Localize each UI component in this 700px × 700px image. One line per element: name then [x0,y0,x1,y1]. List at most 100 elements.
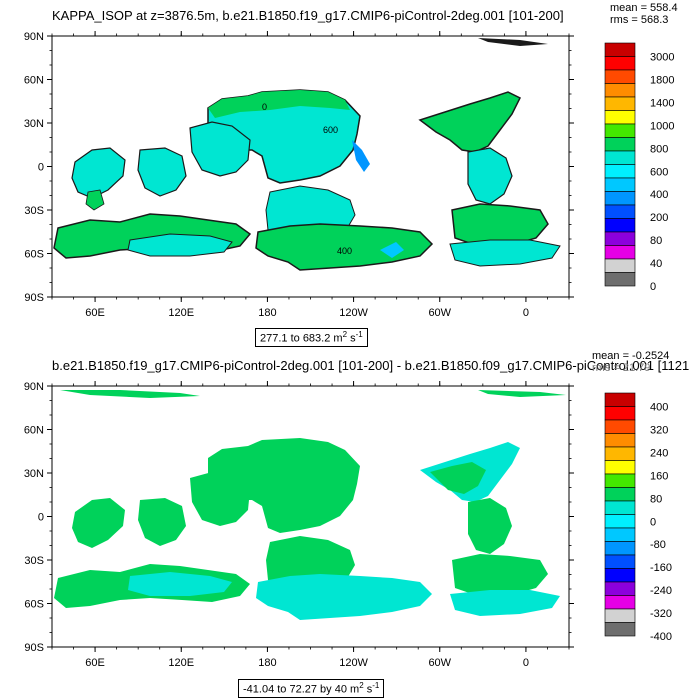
bay-of-bengal [137,147,187,197]
south-atlantic-diff [452,554,548,596]
pacific-north-green [208,90,350,118]
lat-label: 0 [38,162,44,174]
colorbar-swatch [604,608,636,623]
lat-label: 0 [38,512,44,524]
lat-label: 60S [24,249,44,261]
lon-label: 120E [168,307,194,319]
north-pacific-diff [208,438,360,533]
colorbar-label: 240 [650,447,668,459]
range-text: -41.04 to 72.27 by 40 m [243,683,360,696]
lat-label: 90N [24,381,44,393]
colorbar-label: 1000 [650,120,674,132]
range-sup: 2 [359,681,364,690]
colorbar-label: -80 [650,539,666,551]
panel1-stats: mean = 558.4 rms = 568.3 [610,2,678,26]
colorbar-swatch [604,69,636,84]
sulu-sea [85,189,105,211]
colorbar-label: -240 [650,585,672,597]
indian-north-diff [72,498,125,548]
colorbar-label: 3000 [650,52,674,64]
colorbar-swatch [604,568,636,583]
colorbar-swatch [604,406,636,421]
southern-ocean-diff [256,574,432,620]
panel1-rms: rms = 568.3 [610,14,669,26]
colorbar-label: 320 [650,424,668,436]
blue-edge-south [380,242,404,258]
colorbar-swatch [604,191,636,206]
colorbar-swatch [604,392,636,407]
colorbar-label: 40 [650,258,662,270]
lat-label: 30N [24,468,44,480]
southern-ocean-pacific [255,223,434,271]
colorbar-swatch [604,204,636,219]
lon-label: 180 [258,307,276,319]
difference-field-2 [54,390,566,620]
panel1-title: KAPPA_ISOP at z=3876.5m, b.e21.B1850.f19… [52,8,564,23]
indian-ocean-north [71,147,126,199]
colorbar-swatch [604,514,636,529]
lon-label: 0 [523,657,529,669]
range-sup: 2 [342,330,348,339]
southern-ocean-atlantic [449,239,561,267]
wpac-region [189,121,251,177]
colorbar-label: 400 [650,402,668,414]
colorbar-swatch [604,446,636,461]
lat-label: 90S [24,642,44,654]
panel2-rms: rms = 21.79 [592,362,651,374]
bay-diff [138,498,186,546]
lon-label: 120E [168,657,194,669]
panel2-title: b.e21.B1850.f19_g17.CMIP6-piControl-2deg… [52,358,690,373]
colorbar-swatch [604,433,636,448]
lon-label: 0 [523,307,529,319]
panel1-mean: mean = 558.4 [610,2,678,14]
colorbar-label: 1800 [650,74,674,86]
colorbar-swatch [604,554,636,569]
ocean-field-1 [53,38,561,271]
colorbar-swatch [604,231,636,246]
lat-label: 60N [24,75,44,87]
lon-label: 60W [428,307,451,319]
colorbar-swatch [604,245,636,260]
colorbar-label: 400 [650,189,668,201]
range-text: 277.1 to 683.2 m [260,332,343,345]
arctic-sliver [478,38,548,46]
lat-label: 60S [24,599,44,611]
southern-ocean-atlantic-diff [450,590,560,616]
lat-label: 90S [24,292,44,304]
lon-label: 60E [85,657,105,669]
colorbar-swatch [604,487,636,502]
colorbar-swatch [604,595,636,610]
arctic-diff [60,390,200,398]
colorbar-label: -320 [650,608,672,620]
blue-edge-east-pacific [352,140,370,172]
colorbar-swatch [604,177,636,192]
lon-label: 120W [339,307,368,319]
colorbar-swatch [604,419,636,434]
colorbar-swatch [604,581,636,596]
colorbar-swatch [604,123,636,138]
colorbar-label: 800 [650,143,668,155]
colorbar-label: 160 [650,470,668,482]
colorbar-swatch [604,218,636,233]
colorbar-label: 600 [650,166,668,178]
colorbar-swatch [604,473,636,488]
colorbar-swatch [604,110,636,125]
range-suffix: s [363,683,373,696]
contour-label: 0 [262,102,267,112]
colorbar-label: 80 [650,493,662,505]
lat-label: 90N [24,31,44,43]
lon-label: 60W [428,657,451,669]
colorbar-label: 80 [650,235,662,247]
lon-label: 180 [258,657,276,669]
colorbar-label: -160 [650,562,672,574]
south-indian-cyan [128,572,232,596]
colorbar-swatch [604,500,636,515]
colorbar-swatch [604,42,636,57]
colorbar-label: 1400 [650,97,674,109]
lat-label: 30S [24,555,44,567]
contour-label: 400 [337,246,352,256]
lat-label: 60N [24,425,44,437]
